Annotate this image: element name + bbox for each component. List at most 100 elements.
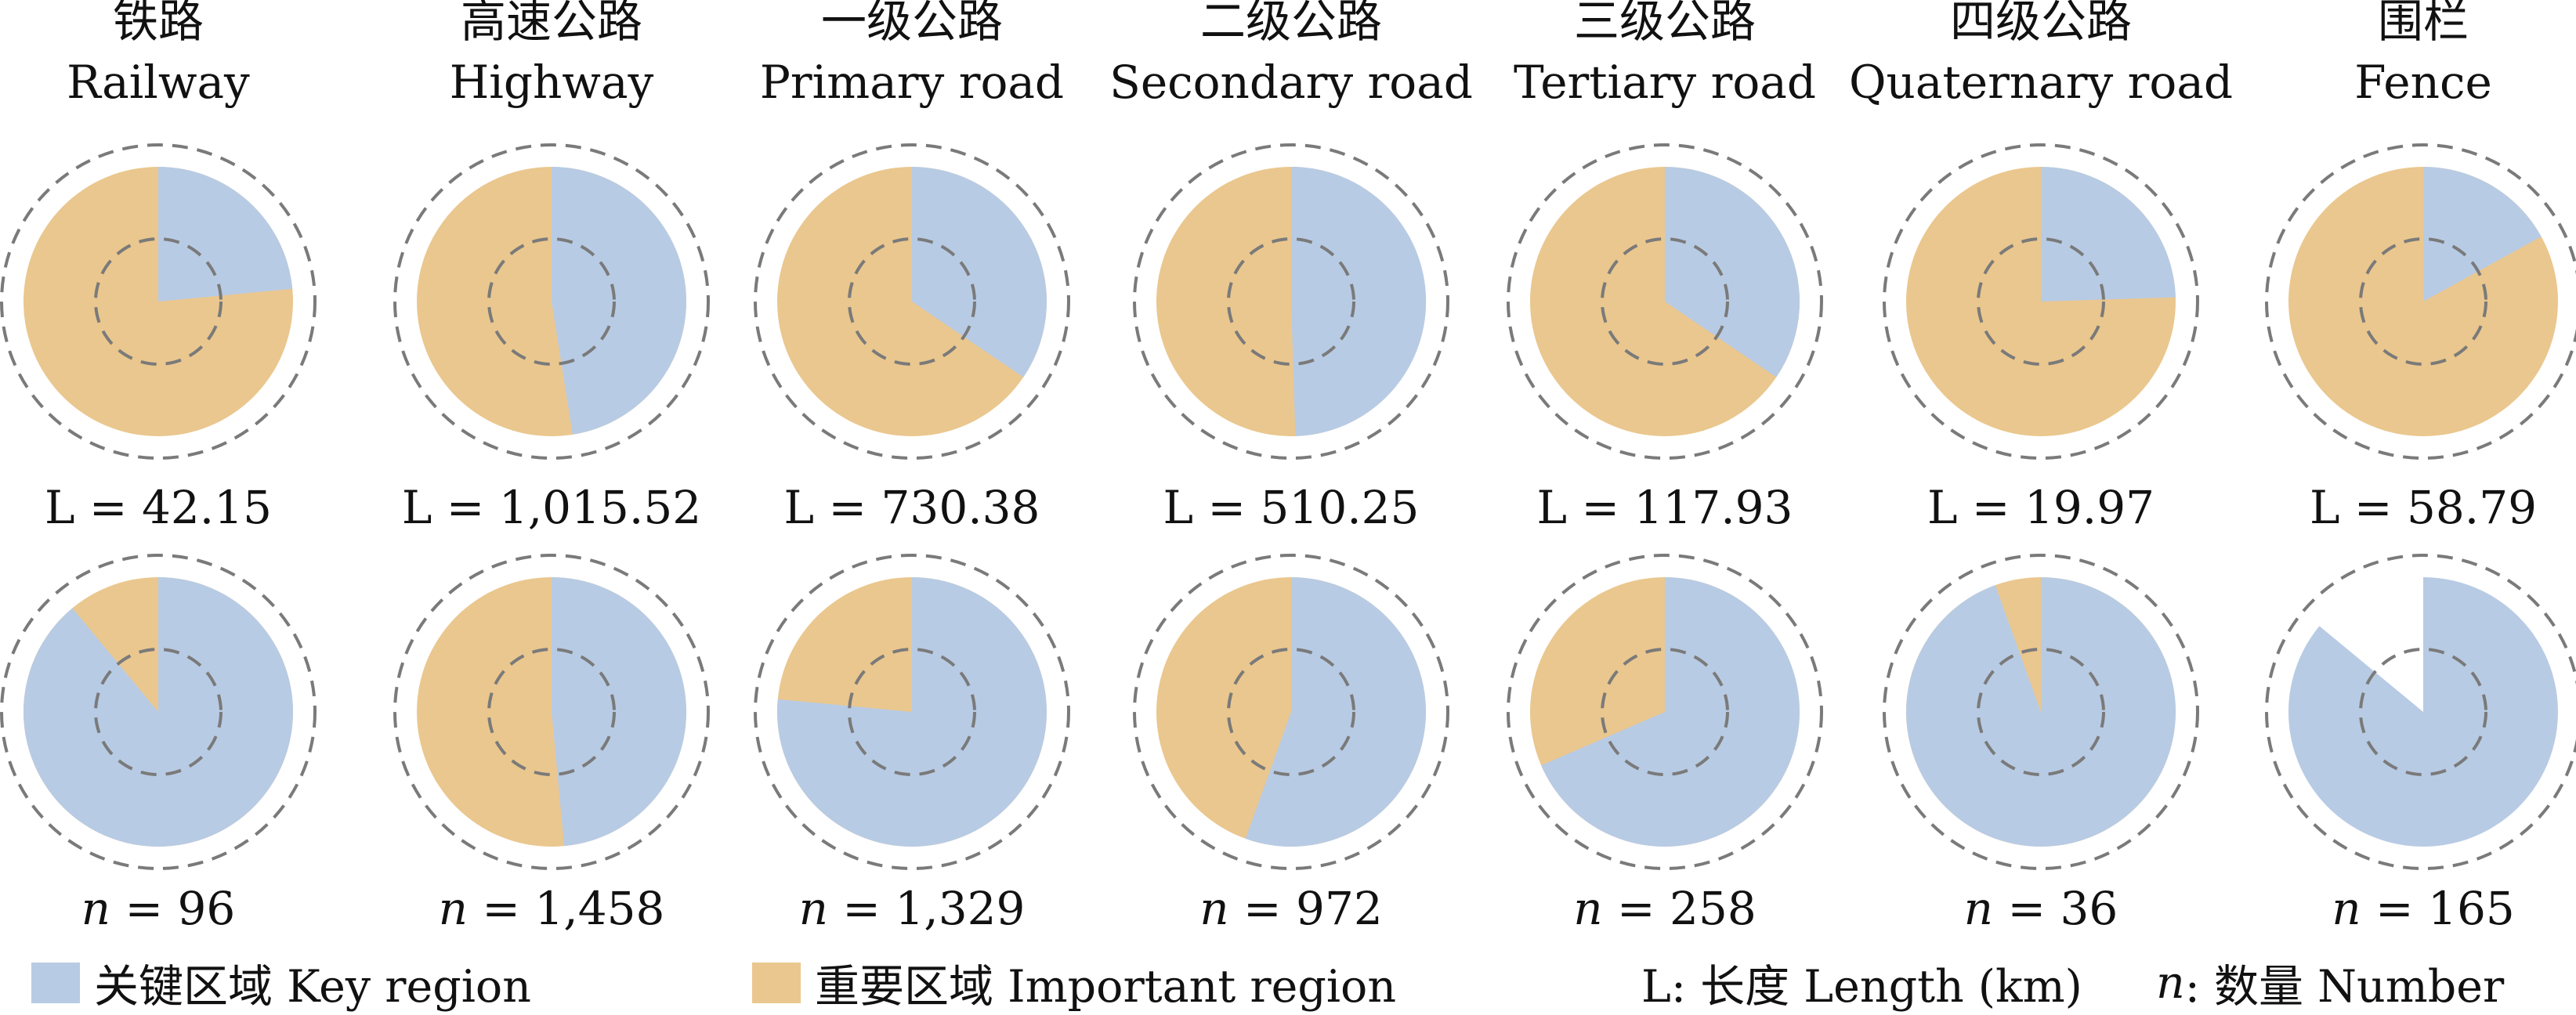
length-label-tertiary-road: L = 117.93: [1537, 481, 1793, 534]
pie-inner-ring-quaternary-road-count: [1977, 648, 2105, 776]
category-label-en-highway: Highway: [450, 56, 654, 109]
pie-outer-ring-fence-length: [2265, 143, 2576, 460]
pie-slice-key-fence-length: [2423, 167, 2542, 302]
pie-inner-ring-fence-count: [2359, 648, 2487, 776]
legend-item-important-region: 重要区域 Important region: [752, 952, 1396, 1014]
length-label-railway: L = 42.15: [45, 481, 272, 534]
category-label-zh-fence: 围栏: [2378, 0, 2469, 48]
count-label-value-fence: = 165: [2361, 882, 2515, 935]
count-label-var-tertiary-road: n: [1573, 882, 1602, 935]
pie-quaternary-road-length: [1883, 143, 2199, 460]
count-label-fence: n = 165: [2332, 882, 2515, 935]
length-label-quaternary-road: L = 19.97: [1927, 481, 2155, 534]
category-label-en-railway: Railway: [67, 56, 250, 109]
category-label-en-tertiary-road: Tertiary road: [1514, 56, 1816, 109]
pie-inner-ring-tertiary-road-length: [1601, 237, 1729, 366]
pie-inner-ring-fence-length: [2359, 237, 2487, 366]
count-label-quaternary-road: n = 36: [1964, 882, 2118, 935]
pie-inner-ring-primary-road-length: [848, 237, 976, 366]
pie-slice-key-primary-road-count: [776, 577, 1047, 847]
pie-inner-ring-secondary-road-count: [1227, 648, 1355, 776]
pie-fence-length: [2265, 143, 2576, 460]
pie-primary-road-count: [754, 554, 1070, 870]
count-label-primary-road: n = 1,329: [799, 882, 1026, 935]
legend-swatch-important-region: [752, 963, 801, 1003]
pie-outer-ring-highway-count: [393, 554, 710, 870]
count-label-var-secondary-road: n: [1199, 882, 1228, 935]
pie-outer-ring-secondary-road-length: [1133, 143, 1449, 460]
pie-slice-key-primary-road-length: [912, 167, 1047, 377]
length-label-primary-road: L = 730.38: [784, 481, 1040, 534]
pie-slice-key-secondary-road-length: [1291, 166, 1427, 436]
legend-count-note: n : 数量 Number: [2156, 952, 2504, 1014]
legend-label-key-region: 关键区域 Key region: [94, 961, 531, 1013]
pie-inner-ring-secondary-road-length: [1227, 237, 1355, 366]
pie-outer-ring-fence-count: [2265, 554, 2576, 870]
pie-slice-key-quaternary-road-count: [1906, 576, 2176, 847]
pie-highway-length: [393, 143, 710, 460]
legend-count-var: n: [2156, 957, 2185, 1009]
category-label-zh-tertiary-road: 三级公路: [1574, 0, 1756, 48]
count-label-value-secondary-road: = 972: [1229, 882, 1383, 935]
pie-secondary-road-length: [1133, 143, 1449, 460]
pie-inner-ring-railway-length: [94, 237, 223, 366]
pie-slice-key-highway-length: [552, 167, 686, 435]
pie-outer-ring-highway-length: [393, 143, 710, 460]
pie-outer-ring-tertiary-road-count: [1507, 554, 1823, 870]
pie-inner-ring-highway-length: [487, 237, 616, 366]
pie-outer-ring-railway-length: [0, 143, 317, 460]
count-label-tertiary-road: n = 258: [1573, 882, 1757, 935]
legend-count-note-text: : 数量 Number: [2184, 961, 2505, 1013]
pie-inner-ring-quaternary-road-length: [1977, 237, 2105, 366]
count-label-var-fence: n: [2332, 882, 2361, 935]
count-label-var-quaternary-road: n: [1964, 882, 1993, 935]
length-label-fence: L = 58.79: [2310, 481, 2537, 534]
pie-railway-count: [0, 554, 317, 870]
category-label-zh-railway: 铁路: [113, 0, 204, 48]
pie-quaternary-road-count: [1883, 554, 2199, 870]
category-label-zh-highway: 高速公路: [461, 0, 642, 48]
count-label-value-highway: = 1,458: [468, 882, 665, 935]
count-label-value-quaternary-road: = 36: [1993, 882, 2118, 935]
count-label-highway: n = 1,458: [439, 882, 665, 935]
pie-inner-ring-highway-count: [487, 648, 616, 776]
legend-item-key-region: 关键区域 Key region: [31, 952, 531, 1014]
category-label-en-secondary-road: Secondary road: [1109, 56, 1473, 109]
pie-slice-key-railway-length: [158, 167, 293, 302]
pie-outer-ring-quaternary-road-count: [1883, 554, 2199, 870]
pie-railway-length: [0, 143, 317, 460]
pie-secondary-road-count: [1133, 554, 1449, 870]
pie-tertiary-road-length: [1507, 143, 1823, 460]
pie-outer-ring-tertiary-road-length: [1507, 143, 1823, 460]
pie-primary-road-length: [754, 143, 1070, 460]
legend: 关键区域 Key region 重要区域 Important region L:…: [0, 952, 2576, 1014]
legend-length-note: L: 长度 Length (km): [1641, 952, 2082, 1014]
pie-slice-key-secondary-road-count: [1245, 577, 1427, 847]
count-label-var-primary-road: n: [799, 882, 828, 935]
length-label-highway: L = 1,015.52: [402, 481, 701, 534]
pie-slice-key-railway-count: [23, 577, 293, 847]
category-label-en-quaternary-road: Quaternary road: [1849, 56, 2233, 109]
pie-slice-key-tertiary-road-count: [1541, 577, 1800, 847]
category-label-en-fence: Fence: [2354, 56, 2492, 109]
legend-length-note-text: L: 长度 Length (km): [1641, 961, 2082, 1013]
pie-tertiary-road-count: [1507, 554, 1823, 870]
pie-outer-ring-primary-road-count: [754, 554, 1070, 870]
legend-swatch-key-region: [31, 963, 80, 1003]
count-label-railway: n = 96: [81, 882, 236, 935]
pie-outer-ring-quaternary-road-length: [1883, 143, 2199, 460]
count-label-value-railway: = 96: [110, 882, 235, 935]
pie-slice-key-fence-count: [2288, 577, 2558, 847]
category-label-en-primary-road: Primary road: [760, 56, 1064, 109]
pie-slice-key-quaternary-road-length: [2041, 167, 2176, 302]
pie-outer-ring-secondary-road-count: [1133, 554, 1449, 870]
pie-slice-key-highway-count: [552, 577, 687, 847]
count-label-value-primary-road: = 1,329: [828, 882, 1026, 935]
pie-inner-ring-railway-count: [94, 648, 223, 776]
pie-highway-count: [393, 554, 710, 870]
pie-outer-ring-primary-road-length: [754, 143, 1070, 460]
count-label-var-railway: n: [81, 882, 110, 935]
pie-outer-ring-railway-count: [0, 554, 317, 870]
pie-slice-key-tertiary-road-length: [1665, 167, 1800, 377]
